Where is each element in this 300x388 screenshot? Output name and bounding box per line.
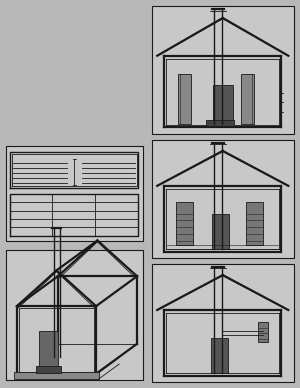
Bar	[258, 322, 268, 342]
Bar	[39, 331, 58, 368]
Bar	[152, 140, 294, 258]
Bar	[152, 264, 294, 382]
Bar	[14, 372, 99, 379]
Bar	[6, 250, 142, 380]
Bar	[176, 203, 193, 246]
Bar	[242, 74, 254, 124]
Bar	[246, 203, 263, 246]
Bar	[152, 6, 294, 134]
Bar	[211, 338, 229, 373]
Bar	[6, 146, 142, 241]
Bar	[213, 85, 233, 125]
Bar	[212, 214, 229, 249]
Bar	[206, 120, 234, 126]
Bar	[178, 74, 191, 124]
Bar	[36, 366, 61, 373]
